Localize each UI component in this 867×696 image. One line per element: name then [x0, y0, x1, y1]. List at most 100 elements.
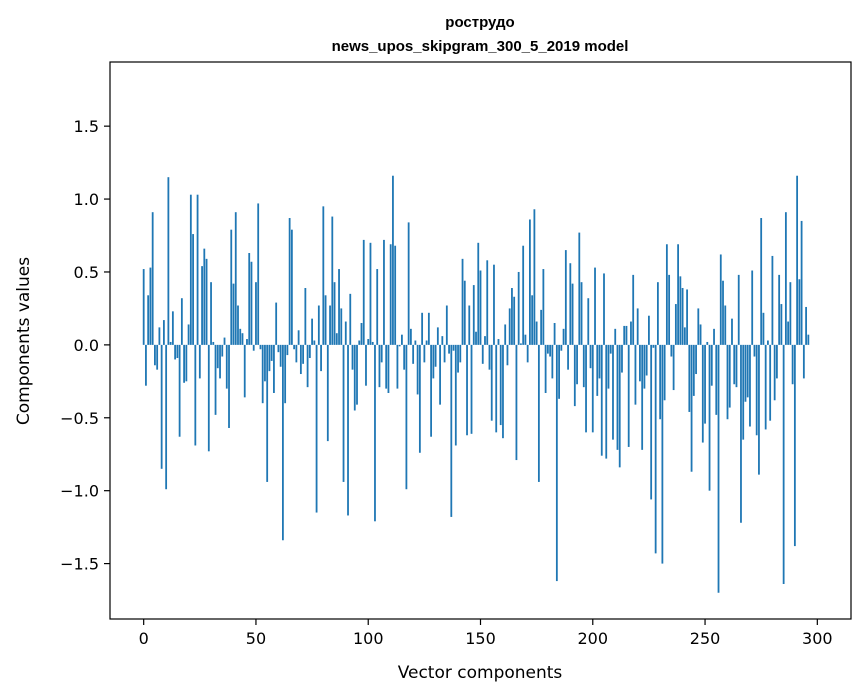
bar — [672, 344, 675, 391]
bar — [526, 344, 529, 363]
bar — [461, 258, 464, 345]
bar — [362, 239, 365, 345]
bar — [347, 344, 349, 516]
bar — [591, 344, 594, 433]
bar — [383, 239, 385, 345]
bar — [142, 269, 145, 345]
bar — [807, 334, 810, 345]
bar — [706, 341, 709, 345]
bar — [731, 318, 733, 345]
bar — [230, 229, 233, 345]
bar — [697, 308, 700, 345]
bar — [643, 344, 646, 389]
bar — [497, 339, 500, 345]
bar — [488, 344, 491, 370]
bar — [627, 344, 630, 447]
bar — [683, 327, 686, 345]
bar — [315, 344, 318, 513]
bar — [484, 336, 486, 345]
bar — [445, 305, 448, 345]
bar — [356, 344, 358, 405]
bar — [414, 340, 417, 345]
bar — [560, 344, 563, 351]
bar — [472, 285, 475, 345]
bar — [174, 344, 177, 360]
chart-title-line-1: рострудо — [445, 14, 514, 31]
bar — [537, 344, 540, 482]
bar — [147, 295, 150, 345]
bar — [555, 344, 558, 582]
bar — [540, 309, 543, 345]
bar — [185, 344, 188, 382]
bar — [439, 344, 441, 405]
bar — [502, 344, 504, 439]
bar — [724, 305, 727, 345]
bar — [176, 344, 179, 358]
bar — [674, 304, 677, 345]
bar — [423, 344, 426, 363]
x-tick-label: 200 — [577, 629, 608, 648]
bar — [340, 308, 343, 345]
y-axis: −1.5 −1.0 −0.5 0.0 0.5 1.0 1.5 — [60, 117, 110, 574]
bar — [169, 341, 172, 345]
bar — [753, 344, 756, 357]
bar — [654, 344, 657, 554]
bar — [151, 212, 154, 345]
y-axis-label: Components values — [14, 257, 34, 425]
bar — [201, 266, 203, 345]
bar — [273, 344, 275, 393]
bar — [380, 344, 383, 363]
bar — [457, 344, 459, 373]
bar — [495, 344, 498, 433]
bar — [679, 276, 682, 345]
bar — [234, 212, 237, 345]
bar — [360, 323, 363, 345]
bar — [322, 206, 325, 345]
bar — [549, 344, 552, 357]
bar — [481, 344, 484, 364]
bar — [529, 219, 531, 345]
bar — [562, 328, 565, 345]
bar — [392, 175, 394, 345]
bar — [466, 344, 468, 436]
bar — [567, 344, 569, 370]
x-tick-label: 300 — [802, 629, 833, 648]
bar — [376, 269, 379, 345]
bar — [558, 344, 560, 399]
bar — [504, 324, 507, 345]
bar — [284, 344, 287, 404]
bar — [762, 312, 765, 345]
bar — [331, 216, 334, 345]
y-tick-label: −1.0 — [60, 482, 99, 501]
bar — [542, 269, 545, 345]
bar — [228, 344, 230, 428]
bar — [760, 218, 763, 345]
bar — [432, 344, 435, 379]
bar — [329, 305, 331, 345]
bar — [582, 344, 585, 388]
bar — [551, 344, 554, 379]
bar — [299, 344, 302, 375]
bar — [796, 175, 799, 345]
bar — [717, 344, 720, 593]
bar — [252, 344, 255, 351]
bar — [246, 339, 248, 345]
bar — [365, 344, 367, 386]
bar — [486, 260, 489, 345]
bar — [553, 323, 556, 345]
bar — [670, 344, 673, 357]
bar — [569, 263, 572, 345]
bar — [326, 344, 329, 442]
bar — [513, 296, 516, 345]
bar — [704, 344, 706, 424]
bar — [665, 244, 668, 345]
bar — [216, 344, 219, 369]
bar — [744, 344, 747, 402]
bar — [463, 280, 466, 345]
bar — [196, 194, 199, 345]
bar — [282, 344, 284, 541]
bar — [425, 340, 428, 345]
bar — [389, 244, 392, 345]
bar — [270, 344, 273, 361]
bar — [295, 344, 298, 363]
